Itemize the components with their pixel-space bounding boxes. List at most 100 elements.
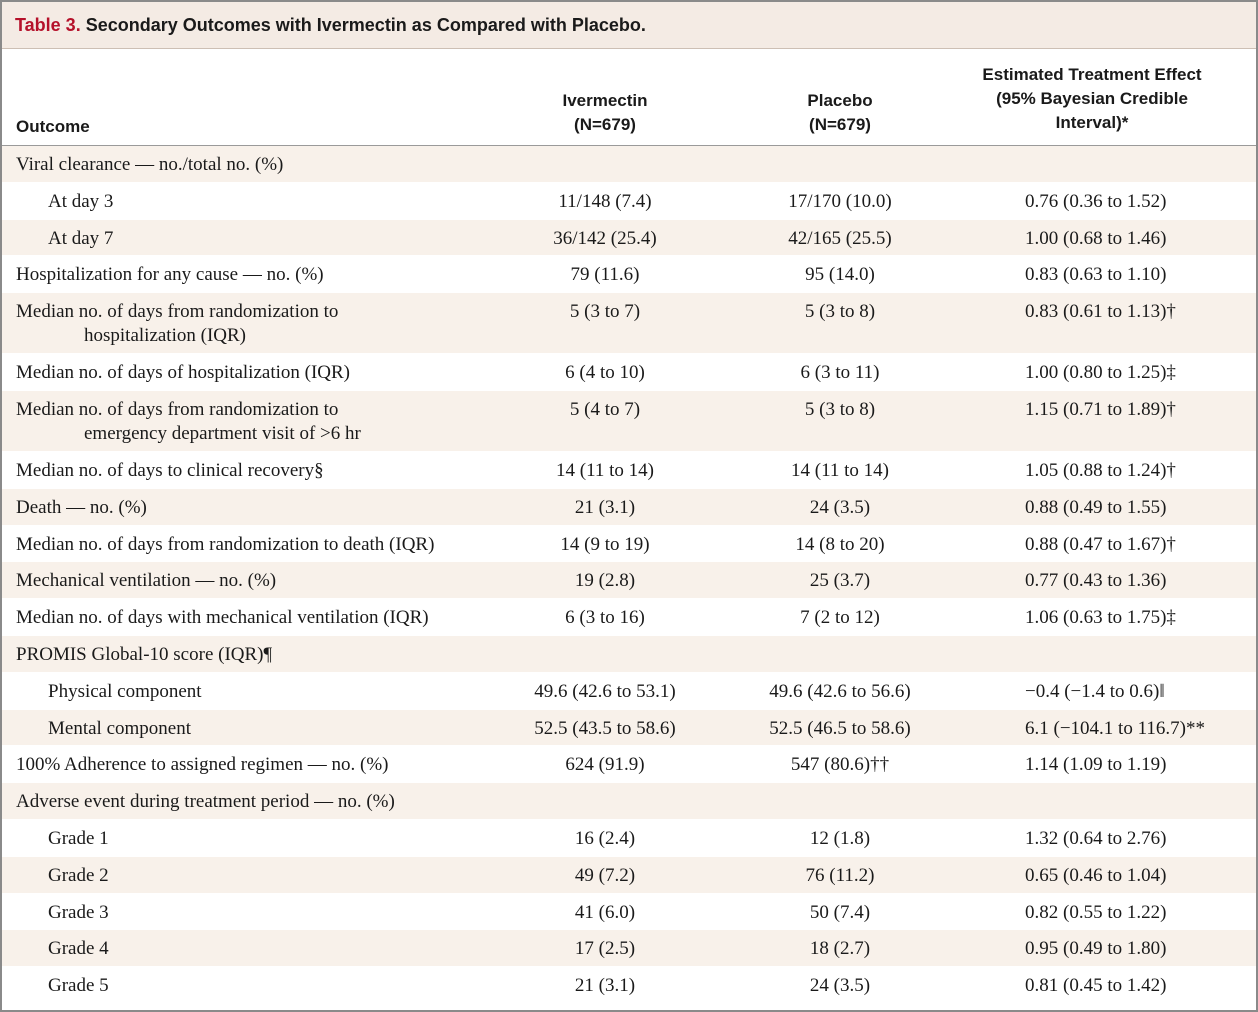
- row-outcome: Grade 2: [48, 864, 109, 888]
- row-outcome-label: PROMIS Global-10 score (IQR)¶: [16, 643, 273, 665]
- header-ivermectin-n: (N=679): [574, 115, 636, 134]
- row-outcome: Mental component: [48, 717, 191, 741]
- row-ivermectin-value: 11/148 (7.4): [558, 190, 652, 212]
- row-placebo-value: 50 (7.4): [809, 901, 871, 923]
- row-outcome-label: Adverse event during treatment period — …: [16, 791, 395, 813]
- row-outcome: Median no. of days from randomization to…: [16, 533, 434, 557]
- row-ivermectin-value: 21 (3.1): [574, 496, 636, 518]
- row-outcome-label: Median no. of days with mechanical venti…: [16, 607, 429, 629]
- row-outcome-label: Grade 2: [48, 864, 109, 886]
- table-row: Median no. of days of hospitalization (I…: [2, 354, 1256, 391]
- row-placebo-value: 12 (1.8): [809, 827, 871, 849]
- row-outcome-label: At day 3: [48, 190, 114, 212]
- row-outcome-label: 100% Adherence to assigned regimen — no.…: [16, 754, 389, 776]
- row-outcome-label: Median no. of days from randomization to: [16, 398, 339, 420]
- row-outcome: Mechanical ventilation — no. (%): [16, 569, 276, 593]
- table-row: Grade 4 17 (2.5) 18 (2.7) 0.95 (0.49 to 1.8…: [2, 930, 1256, 968]
- row-outcome-label: Mechanical ventilation — no. (%): [16, 570, 277, 592]
- table-row: Grade 5 21 (3.1) 24 (3.5) 0.81 (0.45 to 1.4…: [2, 967, 1256, 1004]
- row-ivermectin-value: 624 (91.9): [565, 754, 645, 776]
- header-placebo: Placebo (N=679): [707, 89, 973, 137]
- row-effect-value: 0.83 (0.63 to 1.10): [1025, 264, 1167, 286]
- row-effect-value: 0.83 (0.61 to 1.13)†: [1025, 301, 1176, 323]
- row-effect-value: 1.05 (0.88 to 1.24)†: [1025, 459, 1176, 481]
- row-outcome: PROMIS Global-10 score (IQR)¶: [16, 643, 272, 667]
- row-outcome: Grade 1: [48, 827, 109, 851]
- row-placebo-value: 547 (80.6)††: [790, 754, 890, 776]
- row-outcome: Median no. of days from randomization to…: [16, 300, 338, 348]
- row-ivermectin-value: 36/142 (25.4): [553, 227, 657, 249]
- row-outcome: Median no. of days with mechanical venti…: [16, 606, 429, 630]
- table-row: Median no. of days from randomization to…: [2, 526, 1256, 563]
- row-ivermectin-value: 16 (2.4): [574, 827, 636, 849]
- table-row: PROMIS Global-10 score (IQR)¶: [2, 635, 1256, 673]
- row-outcome-label: Grade 1: [48, 827, 109, 849]
- row-outcome: Median no. of days of hospitalization (I…: [16, 361, 350, 385]
- table-row: Death — no. (%) 21 (3.1) 24 (3.5) 0.88 (0.4…: [2, 488, 1256, 526]
- row-outcome-label: Median no. of days from randomization to: [16, 301, 339, 323]
- row-ivermectin-value: 49 (7.2): [574, 864, 636, 886]
- table-caption: Secondary Outcomes with Ivermectin as Co…: [85, 14, 646, 35]
- row-placebo-value: 42/165 (25.5): [788, 227, 892, 249]
- row-effect-value: 0.82 (0.55 to 1.22): [1025, 901, 1167, 923]
- row-placebo-value: 6 (3 to 11): [800, 362, 880, 384]
- row-outcome: Grade 3: [48, 901, 109, 925]
- row-ivermectin-value: 52.5 (43.5 to 58.6): [534, 717, 676, 739]
- row-effect-value: 0.81 (0.45 to 1.42): [1025, 975, 1167, 997]
- row-effect-value: 0.77 (0.43 to 1.36): [1025, 570, 1167, 592]
- row-outcome: At day 3: [48, 190, 113, 214]
- table-row: At day 7 36/142 (25.4) 42/165 (25.5) 1.00 (…: [2, 219, 1256, 257]
- table-number: Table 3.: [15, 14, 81, 35]
- row-effect-value: −0.4 (−1.4 to 0.6)‖: [1025, 680, 1165, 702]
- row-ivermectin-value: 17 (2.5): [574, 938, 636, 960]
- table-row: Median no. of days from randomization to…: [2, 390, 1256, 452]
- row-ivermectin-value: 21 (3.1): [574, 975, 636, 997]
- header-effect-line2: (95% Bayesian Credible: [996, 89, 1188, 108]
- row-effect-value: 1.14 (1.09 to 1.19): [1025, 754, 1167, 776]
- table-row: Mental component 52.5 (43.5 to 58.6) 52.5 …: [2, 709, 1256, 747]
- row-placebo-value: 5 (3 to 8): [804, 398, 876, 420]
- row-placebo-value: 7 (2 to 12): [800, 607, 880, 629]
- row-outcome: At day 7: [48, 227, 113, 251]
- row-placebo-value: 18 (2.7): [809, 938, 871, 960]
- row-effect-value: 0.95 (0.49 to 1.80): [1025, 938, 1167, 960]
- table-row: Median no. of days from randomization to…: [2, 293, 1256, 355]
- row-outcome: Hospitalization for any cause — no. (%): [16, 263, 324, 287]
- row-ivermectin-value: 14 (11 to 14): [556, 459, 654, 481]
- row-outcome-continuation: hospitalization (IQR): [84, 325, 246, 347]
- row-outcome: Physical component: [48, 680, 202, 704]
- table-row: Median no. of days to clinical recovery§…: [2, 452, 1256, 489]
- table-row: Mechanical ventilation — no. (%) 19 (2.8)…: [2, 562, 1256, 600]
- row-outcome: Adverse event during treatment period — …: [16, 790, 395, 814]
- row-outcome-label: Physical component: [48, 680, 202, 702]
- row-outcome-label: Viral clearance — no./total no. (%): [16, 154, 284, 175]
- row-ivermectin-value: 5 (4 to 7): [569, 398, 641, 420]
- header-ivermectin: Ivermectin (N=679): [472, 89, 738, 137]
- table-row: Grade 3 41 (6.0) 50 (7.4) 0.82 (0.55 to 1.2…: [2, 894, 1256, 931]
- row-outcome-label: Median no. of days to clinical recovery§: [16, 459, 324, 481]
- row-placebo-value: 25 (3.7): [809, 570, 871, 592]
- row-outcome-label: Median no. of days from randomization to…: [16, 533, 435, 555]
- row-effect-value: 1.00 (0.80 to 1.25)‡: [1025, 362, 1176, 384]
- row-placebo-value: 49.6 (42.6 to 56.6): [769, 680, 911, 702]
- row-outcome: 100% Adherence to assigned regimen — no.…: [16, 753, 389, 777]
- table-row: Grade 2 49 (7.2) 76 (11.2) 0.65 (0.46 to 1.…: [2, 856, 1256, 894]
- row-placebo-value: 24 (3.5): [809, 496, 871, 518]
- row-outcome: Grade 5: [48, 974, 109, 998]
- row-placebo-value: 76 (11.2): [805, 864, 875, 886]
- table-title: Table 3. Secondary Outcomes with Ivermec…: [2, 2, 1256, 49]
- row-ivermectin-value: 6 (3 to 16): [565, 607, 645, 629]
- row-outcome-label: Mental component: [48, 717, 191, 739]
- row-placebo-value: 14 (11 to 14): [791, 459, 889, 481]
- row-placebo-value: 24 (3.5): [809, 975, 871, 997]
- row-effect-value: 6.1 (−104.1 to 116.7)**: [1025, 717, 1205, 739]
- row-ivermectin-value: 14 (9 to 19): [560, 533, 650, 555]
- row-outcome: Median no. of days from randomization to…: [16, 398, 361, 446]
- row-ivermectin-value: 79 (11.6): [570, 264, 640, 286]
- row-ivermectin-value: 19 (2.8): [574, 570, 636, 592]
- header-placebo-n: (N=679): [809, 115, 871, 134]
- row-ivermectin-value: 5 (3 to 7): [569, 301, 641, 323]
- row-placebo-value: 17/170 (10.0): [788, 190, 892, 212]
- table-row: Hospitalization for any cause — no. (%) 7…: [2, 256, 1256, 294]
